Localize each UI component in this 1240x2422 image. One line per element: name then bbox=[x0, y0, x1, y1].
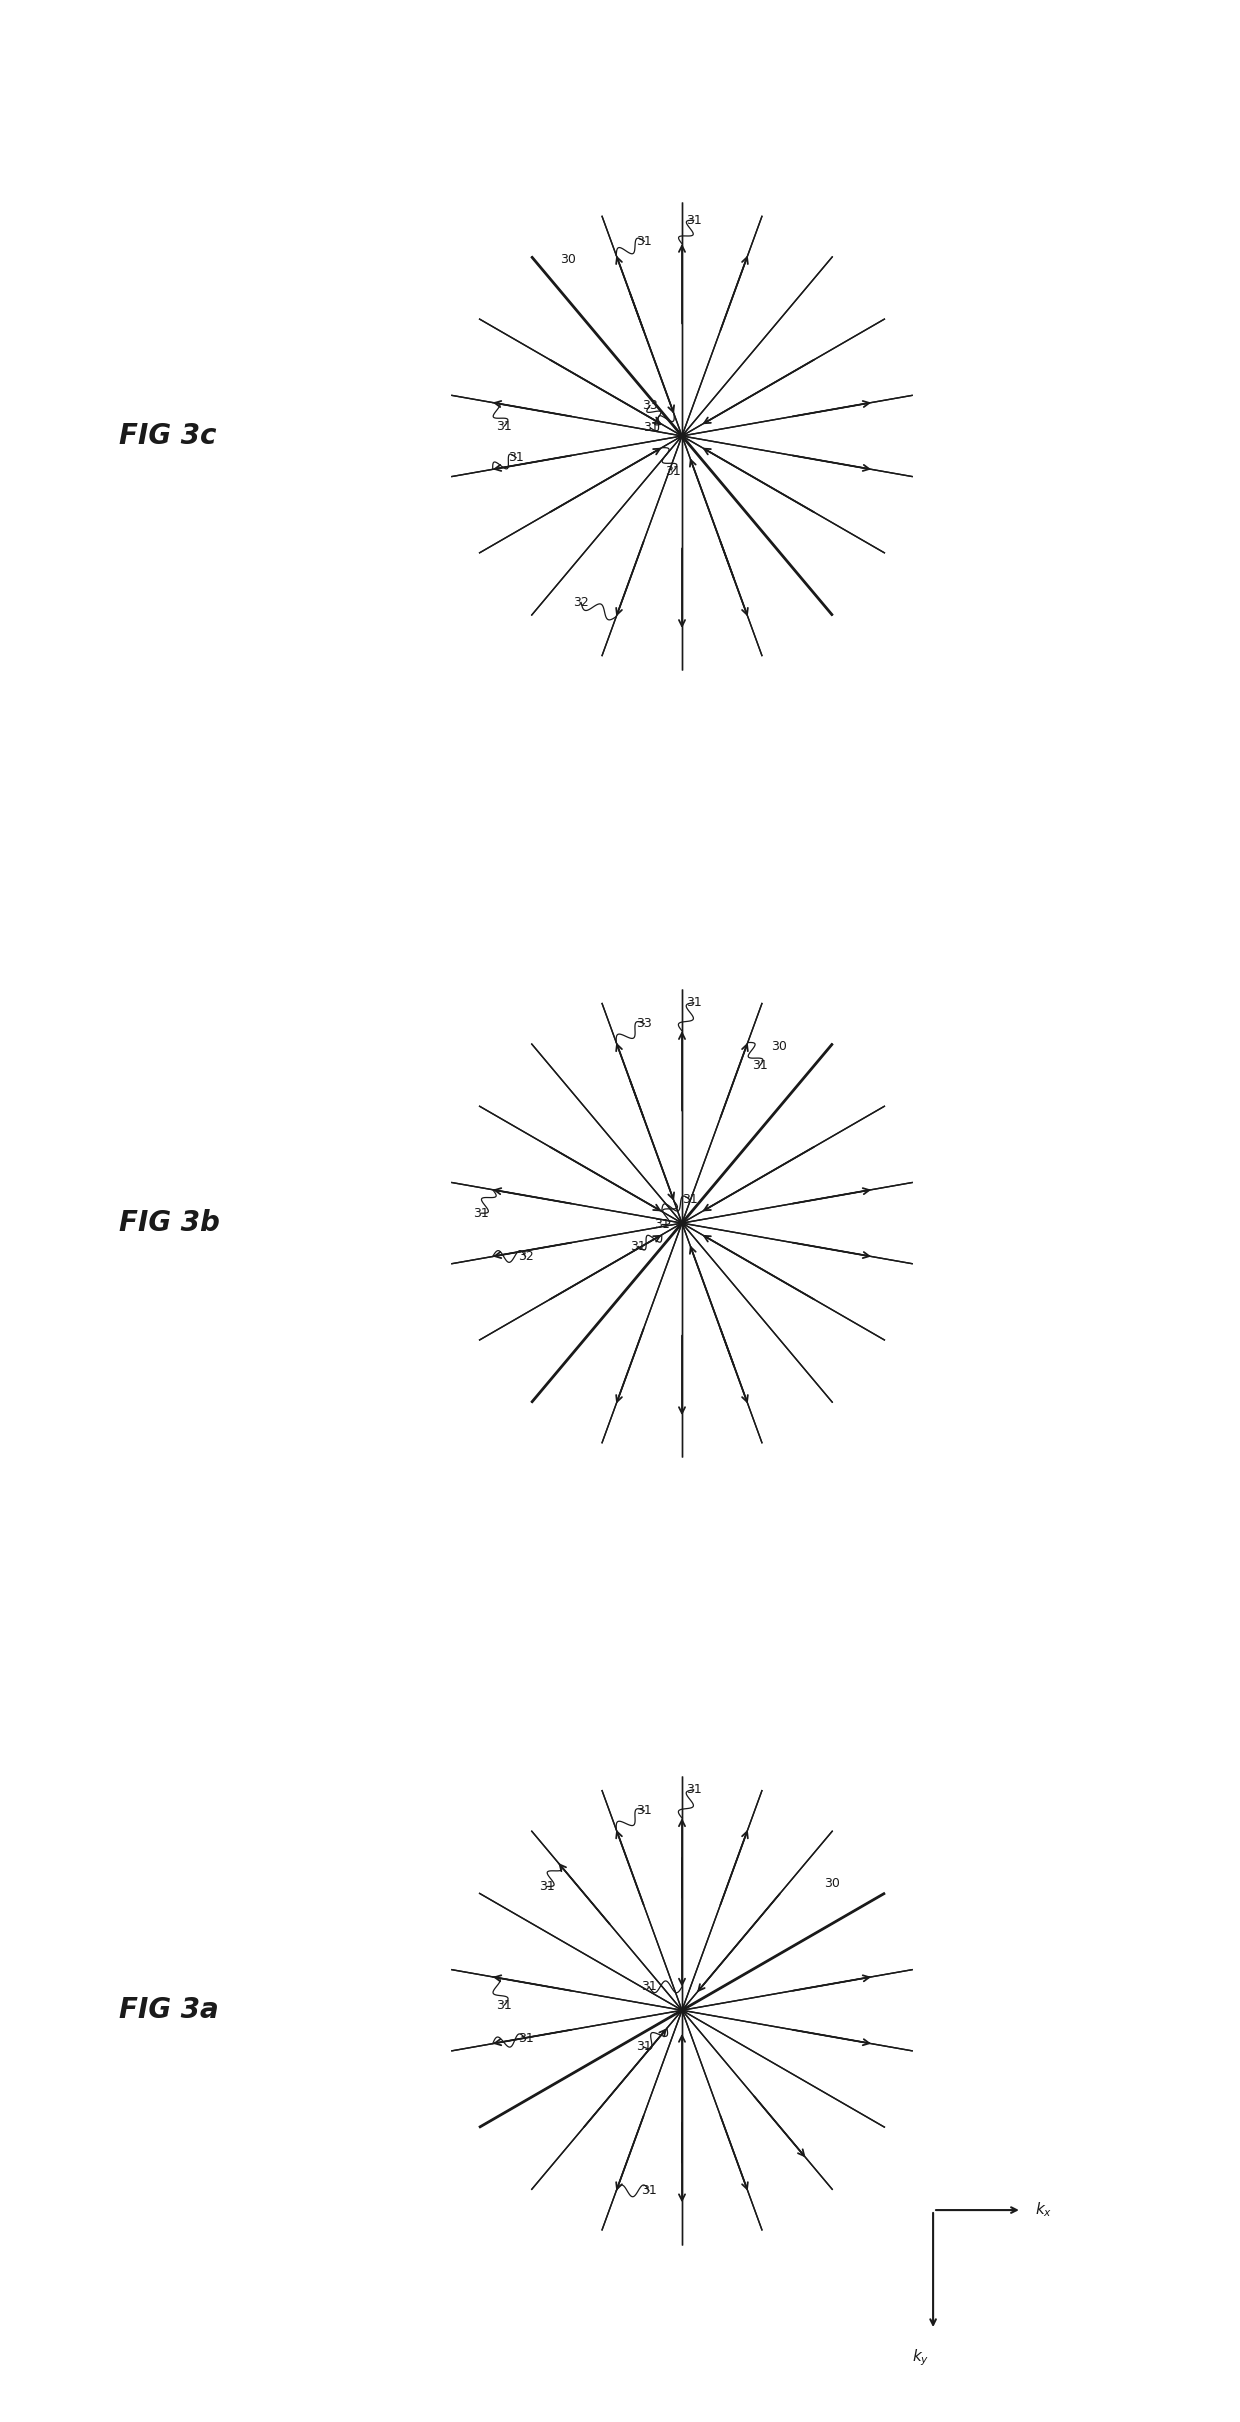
Text: 31: 31 bbox=[496, 1998, 512, 2013]
Text: 30: 30 bbox=[560, 252, 577, 266]
Text: FIG 3a: FIG 3a bbox=[119, 1996, 219, 2025]
Text: 31: 31 bbox=[636, 1804, 652, 1816]
Text: 30: 30 bbox=[771, 1039, 787, 1054]
Text: 33: 33 bbox=[636, 1017, 652, 1029]
Text: 31: 31 bbox=[496, 419, 512, 434]
Text: 31: 31 bbox=[682, 1194, 698, 1206]
Text: 31: 31 bbox=[517, 2032, 533, 2047]
Text: 31: 31 bbox=[630, 1240, 646, 1252]
Text: 30: 30 bbox=[825, 1877, 841, 1889]
Text: 31: 31 bbox=[686, 995, 702, 1010]
Text: FIG 3b: FIG 3b bbox=[119, 1209, 221, 1238]
Text: 31: 31 bbox=[641, 1981, 657, 1993]
Text: 31: 31 bbox=[686, 1783, 702, 1797]
Text: $k_y$: $k_y$ bbox=[911, 2347, 929, 2369]
Text: 31: 31 bbox=[539, 1879, 554, 1894]
Text: 31: 31 bbox=[751, 1058, 768, 1073]
Text: $k_x$: $k_x$ bbox=[1034, 2202, 1052, 2219]
Text: 31: 31 bbox=[636, 2039, 651, 2054]
Text: 31: 31 bbox=[474, 1206, 489, 1221]
Text: 31: 31 bbox=[636, 235, 652, 247]
Text: 31: 31 bbox=[642, 421, 658, 434]
Text: 33: 33 bbox=[642, 400, 658, 412]
Text: 31: 31 bbox=[666, 465, 681, 477]
Text: 31: 31 bbox=[641, 2185, 657, 2197]
Text: 31: 31 bbox=[655, 1218, 670, 1230]
Text: 32: 32 bbox=[517, 1250, 533, 1262]
Text: FIG 3c: FIG 3c bbox=[119, 421, 217, 450]
Text: 31: 31 bbox=[686, 213, 702, 228]
Text: 32: 32 bbox=[573, 596, 589, 608]
Text: 31: 31 bbox=[508, 450, 525, 465]
